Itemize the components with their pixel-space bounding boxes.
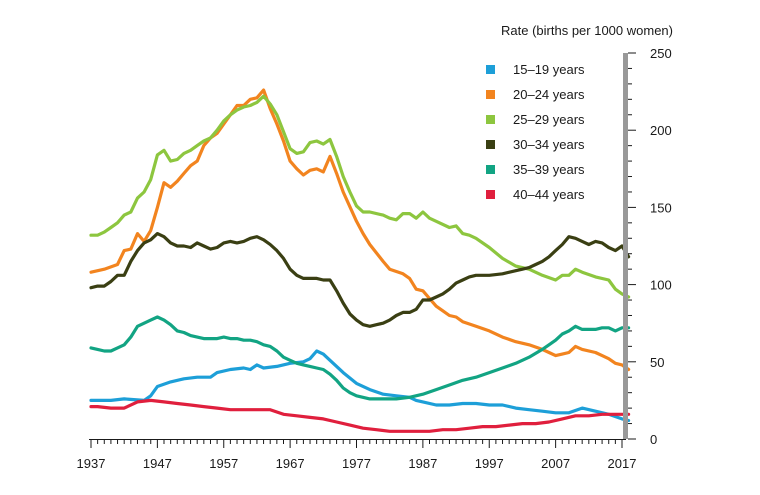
legend-swatch-3 <box>486 140 495 149</box>
x-tick-label: 2007 <box>541 456 570 471</box>
y-tick-label: 50 <box>650 355 664 370</box>
y-tick-label: 0 <box>650 432 657 447</box>
y-axis-title: Rate (births per 1000 women) <box>501 23 673 38</box>
x-tick-label: 1947 <box>143 456 172 471</box>
y-tick-label: 150 <box>650 200 672 215</box>
x-axis-ticks: 1937 1947 1957 1967 1977 1987 1997 2007 2017 <box>77 439 637 471</box>
x-tick-label: 1967 <box>276 456 305 471</box>
x-tick-label: 1937 <box>77 456 106 471</box>
legend-label-1: 20–24 years <box>513 87 585 102</box>
legend-swatch-1 <box>486 90 495 99</box>
series-line-0 <box>89 349 631 423</box>
x-tick-label: 1997 <box>475 456 504 471</box>
y-axis-bar <box>623 53 628 439</box>
series-layer <box>89 88 631 433</box>
series-line-2 <box>89 94 631 299</box>
legend-swatch-0 <box>486 65 495 74</box>
series-line-3 <box>89 232 631 328</box>
legend-swatch-5 <box>486 190 495 199</box>
legend-label-3: 30–34 years <box>513 137 585 152</box>
legend-label-0: 15–19 years <box>513 62 585 77</box>
series-line-4 <box>89 315 631 401</box>
legend-label-2: 25–29 years <box>513 112 585 127</box>
series-line-1 <box>89 88 631 372</box>
x-tick-label: 1957 <box>209 456 238 471</box>
y-tick-label: 100 <box>650 278 672 293</box>
legend: 15–19 years 20–24 years 25–29 years 30–34 y… <box>486 62 585 202</box>
y-tick-label: 200 <box>650 123 672 138</box>
y-axis-ticks: 0 50 100 150 200 250 <box>628 46 672 447</box>
legend-label-5: 40–44 years <box>513 187 585 202</box>
legend-swatch-4 <box>486 165 495 174</box>
x-tick-label: 1977 <box>342 456 371 471</box>
x-tick-label: 1987 <box>408 456 437 471</box>
series-line-5 <box>89 398 631 433</box>
legend-label-4: 35–39 years <box>513 162 585 177</box>
x-tick-label: 2017 <box>608 456 637 471</box>
legend-swatch-2 <box>486 115 495 124</box>
y-tick-label: 250 <box>650 46 672 61</box>
